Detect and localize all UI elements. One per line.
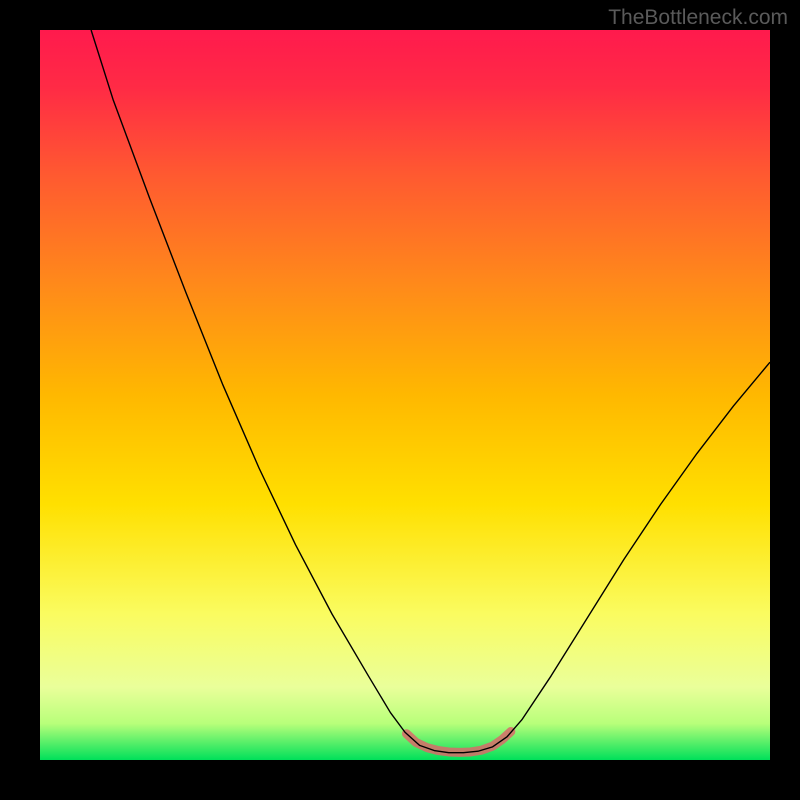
chart-background xyxy=(40,30,770,760)
chart-area xyxy=(40,30,770,760)
chart-container: TheBottleneck.com xyxy=(0,0,800,800)
bottleneck-chart xyxy=(40,30,770,760)
watermark-text: TheBottleneck.com xyxy=(608,6,788,30)
